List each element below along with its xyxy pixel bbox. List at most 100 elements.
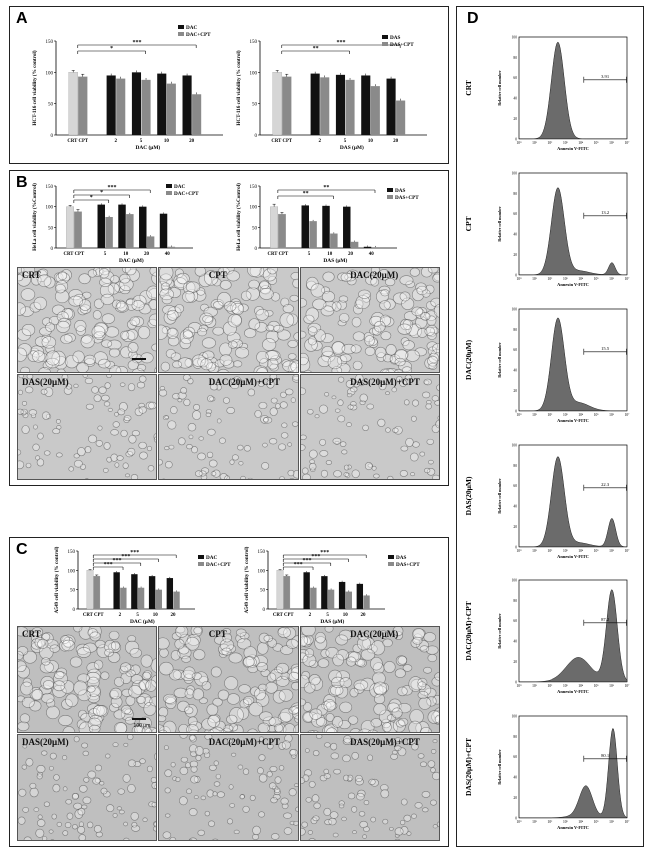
condition-label: CRT bbox=[464, 80, 473, 96]
legend-label: DAC+CPT bbox=[186, 32, 211, 38]
sig-marker: *** bbox=[108, 185, 117, 191]
bar-series-b bbox=[120, 587, 127, 609]
panel-a: A 0 50 100 150 HCT-116 cell viability (% con… bbox=[9, 6, 449, 164]
x-tick-label: 10⁴ bbox=[578, 141, 584, 145]
y-axis-label: Relative cell number bbox=[497, 613, 502, 649]
bar-series-a bbox=[139, 206, 147, 248]
x-tick-label: 40 bbox=[165, 252, 171, 257]
micrograph-label: CRT bbox=[22, 629, 41, 639]
bar-series-a bbox=[363, 246, 372, 248]
bar-control bbox=[278, 213, 286, 249]
bar-control bbox=[78, 76, 88, 136]
histogram-area bbox=[519, 455, 628, 547]
bar-control bbox=[74, 211, 82, 249]
y-tick-label: 60 bbox=[513, 755, 517, 759]
y-tick-label: 0 bbox=[263, 608, 266, 613]
panel-d-flow-histograms: CRT Relative cell number 0 20 40 60 80 100 10⁰ 10… bbox=[457, 27, 645, 842]
bar-series-a bbox=[361, 75, 371, 135]
bar-series-a bbox=[148, 576, 156, 609]
micrograph-label: DAC(20μM) bbox=[350, 270, 399, 280]
gate-percent: 87.2 bbox=[601, 617, 610, 622]
y-tick-label: 0 bbox=[73, 608, 76, 613]
bar-series-b bbox=[166, 83, 176, 135]
bar-series-a bbox=[301, 205, 309, 248]
micrograph-cells bbox=[18, 375, 157, 479]
panel-b-chart-2: 0 50 100 150 HeLa cell viability (%Control) C… bbox=[235, 183, 419, 264]
micrograph-label: CRT bbox=[22, 270, 41, 280]
x-tick-label: 2 bbox=[119, 613, 122, 618]
y-tick-label: 60 bbox=[513, 212, 517, 216]
panel-c-chart-1: 0 50 100 150 A549 cell viability (% control)… bbox=[53, 546, 231, 625]
y-tick-label: 60 bbox=[513, 620, 517, 624]
flow-histogram-4: DAC(20μM)+CPT Relative cell number 0 20 40 60… bbox=[464, 579, 630, 694]
x-tick-label: 10⁷ bbox=[625, 277, 631, 281]
x-tick-label: 10⁴ bbox=[578, 820, 584, 824]
y-tick-label: 150 bbox=[250, 185, 258, 190]
y-tick-label: 60 bbox=[513, 76, 517, 80]
micrograph-5: DAS(20μM)+CPT bbox=[299, 374, 440, 480]
bar-series-b bbox=[192, 94, 202, 135]
bar-control bbox=[68, 72, 78, 136]
bar-series-a bbox=[131, 72, 142, 135]
bar-series-b bbox=[146, 236, 155, 248]
legend-label: DAS bbox=[396, 555, 406, 561]
x-tick-label: 10⁵ bbox=[594, 412, 600, 416]
y-axis-label: Relative cell number bbox=[497, 70, 502, 106]
y-tick-label: 100 bbox=[512, 36, 518, 40]
y-tick-label: 50 bbox=[48, 226, 54, 231]
y-tick-label: 150 bbox=[250, 40, 258, 45]
x-tick-label: 20 bbox=[393, 139, 399, 144]
micrograph-label: DAS(20μM)+CPT bbox=[350, 737, 420, 747]
micrograph-cells bbox=[18, 627, 157, 732]
histogram-area bbox=[519, 728, 628, 819]
y-tick-label: 80 bbox=[513, 56, 517, 60]
x-tick-label: 10⁵ bbox=[594, 548, 600, 552]
micrograph-cells bbox=[300, 627, 439, 732]
legend-swatch bbox=[178, 25, 184, 29]
x-tick-label: 10⁶ bbox=[609, 548, 615, 552]
bar-series-a bbox=[157, 73, 167, 135]
bar-series-b bbox=[137, 587, 145, 609]
y-tick-label: 100 bbox=[512, 307, 518, 311]
x-tick-label: 10⁵ bbox=[594, 820, 600, 824]
y-tick-label: 20 bbox=[513, 524, 517, 528]
sig-marker: *** bbox=[311, 554, 320, 560]
x-tick-label: 20 bbox=[171, 613, 177, 618]
x-tick-label: 5 bbox=[308, 252, 311, 257]
micrograph-label: CPT bbox=[208, 629, 227, 639]
micrograph-3: DAS(20μM) bbox=[17, 374, 158, 480]
bar-control bbox=[276, 570, 284, 610]
sig-marker: *** bbox=[294, 562, 303, 568]
bar-series-a bbox=[321, 576, 328, 609]
sig-marker: * bbox=[90, 195, 93, 201]
y-tick-label: 100 bbox=[258, 569, 266, 574]
y-tick-label: 40 bbox=[513, 97, 517, 101]
legend-label: DAS bbox=[390, 35, 400, 41]
bar-control bbox=[283, 575, 291, 610]
x-tick-label: 20 bbox=[361, 613, 367, 618]
bar-series-b bbox=[310, 587, 317, 609]
micrograph-label: DAC(20μM)+CPT bbox=[208, 377, 280, 387]
legend-label: DAC+CPT bbox=[206, 562, 231, 568]
sig-marker: ** bbox=[303, 191, 309, 197]
x-tick-label: 10² bbox=[548, 820, 553, 824]
bar-series-b bbox=[350, 241, 359, 248]
x-tick-label: CRT CPT bbox=[67, 139, 88, 144]
x-tick-label: 10¹ bbox=[532, 141, 537, 145]
y-tick-label: 60 bbox=[513, 484, 517, 488]
gate-percent: 80.1 bbox=[601, 753, 610, 758]
legend-swatch bbox=[387, 195, 393, 199]
micrograph-label: DAS(20μM) bbox=[22, 377, 69, 387]
x-tick-label: CRT CPT bbox=[273, 613, 294, 618]
sig-marker: * bbox=[100, 190, 103, 196]
y-tick-label: 0 bbox=[255, 247, 258, 252]
y-tick-label: 50 bbox=[260, 589, 266, 594]
x-axis-label: Annexin V-FITC bbox=[557, 553, 589, 558]
y-tick-label: 20 bbox=[513, 796, 517, 800]
y-tick-label: 80 bbox=[513, 328, 517, 332]
x-tick-label: 10¹ bbox=[532, 412, 537, 416]
bar-series-b bbox=[371, 247, 380, 248]
histogram-area bbox=[519, 317, 627, 411]
plot-frame bbox=[518, 172, 628, 276]
x-tick-label: 10⁰ bbox=[516, 820, 522, 824]
